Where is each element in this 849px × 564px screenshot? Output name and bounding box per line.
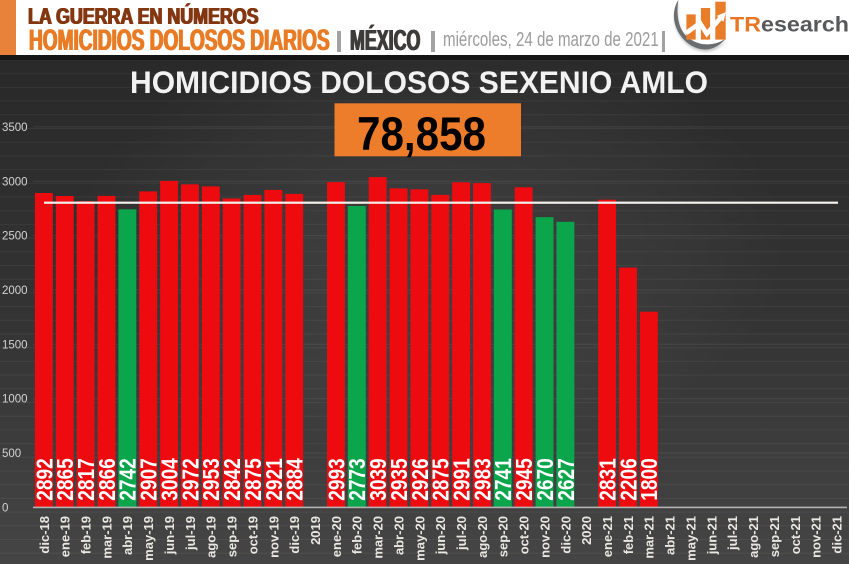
svg-text:mar-21: mar-21	[642, 516, 657, 559]
svg-text:jul-19: jul-19	[183, 516, 198, 551]
svg-text:2817: 2817	[73, 458, 99, 501]
svg-text:2742: 2742	[115, 458, 141, 501]
svg-text:may-19: may-19	[141, 516, 156, 561]
svg-text:mar-19: mar-19	[99, 516, 114, 559]
svg-text:jun-19: jun-19	[162, 516, 177, 555]
svg-text:2945: 2945	[511, 458, 537, 501]
svg-text:ene-20: ene-20	[329, 516, 344, 557]
svg-text:2500: 2500	[2, 231, 28, 243]
svg-text:2993: 2993	[323, 458, 349, 501]
svg-text:abr-19: abr-19	[120, 516, 135, 555]
svg-text:ene-19: ene-19	[58, 516, 73, 557]
svg-text:2875: 2875	[240, 458, 266, 501]
svg-text:sep-20: sep-20	[496, 516, 511, 557]
svg-text:feb-19: feb-19	[79, 516, 94, 554]
svg-text:TResearch: TResearch	[730, 12, 849, 37]
svg-text:3500: 3500	[2, 122, 28, 134]
svg-text:oct-20: oct-20	[517, 516, 532, 554]
svg-text:78,858: 78,858	[357, 107, 486, 160]
svg-text:HOMICIDIOS DOLOSOS SEXENIO AML: HOMICIDIOS DOLOSOS SEXENIO AMLO	[130, 64, 708, 100]
svg-text:2935: 2935	[386, 458, 412, 501]
svg-text:2206: 2206	[615, 458, 641, 501]
svg-text:may-20: may-20	[412, 516, 427, 561]
svg-text:2991: 2991	[449, 458, 475, 501]
svg-text:2831: 2831	[595, 458, 621, 501]
svg-text:2842: 2842	[219, 458, 245, 501]
svg-text:2926: 2926	[407, 458, 433, 501]
svg-text:dic-20: dic-20	[558, 516, 573, 554]
svg-text:2953: 2953	[198, 458, 224, 501]
svg-text:ago-20: ago-20	[475, 516, 490, 558]
svg-text:1000: 1000	[2, 394, 28, 406]
svg-text:abr-21: abr-21	[663, 516, 678, 555]
svg-text:ago-21: ago-21	[746, 516, 761, 558]
svg-text:1800: 1800	[636, 458, 662, 501]
svg-text:2865: 2865	[52, 458, 78, 501]
svg-text:nov-19: nov-19	[266, 516, 281, 558]
svg-text:2972: 2972	[177, 458, 203, 501]
svg-text:mar-20: mar-20	[371, 516, 386, 559]
svg-text:may-21: may-21	[683, 516, 698, 561]
svg-text:2773: 2773	[344, 458, 370, 501]
svg-text:3000: 3000	[2, 176, 28, 188]
svg-text:feb-20: feb-20	[350, 516, 365, 554]
svg-text:abr-20: abr-20	[391, 516, 406, 555]
svg-text:jul-21: jul-21	[725, 516, 740, 551]
svg-text:jun-20: jun-20	[433, 516, 448, 555]
svg-text:500: 500	[2, 448, 21, 460]
svg-text:2627: 2627	[553, 458, 579, 501]
svg-text:2921: 2921	[261, 458, 287, 501]
svg-text:2741: 2741	[490, 458, 516, 501]
svg-text:2892: 2892	[31, 458, 57, 501]
svg-text:2983: 2983	[469, 458, 495, 501]
svg-text:feb-21: feb-21	[621, 516, 636, 554]
svg-text:nov-20: nov-20	[537, 516, 552, 558]
svg-text:2875: 2875	[428, 458, 454, 501]
svg-text:ago-19: ago-19	[204, 516, 219, 558]
svg-text:1500: 1500	[2, 339, 28, 351]
svg-text:2000: 2000	[2, 285, 28, 297]
svg-text:ene-21: ene-21	[600, 516, 615, 557]
svg-text:0: 0	[2, 502, 8, 514]
svg-text:2670: 2670	[532, 458, 558, 501]
svg-text:sep-19: sep-19	[225, 516, 240, 557]
svg-text:2884: 2884	[282, 458, 308, 501]
svg-text:3004: 3004	[156, 458, 182, 501]
svg-text:3039: 3039	[365, 458, 391, 501]
svg-text:sep-21: sep-21	[767, 516, 782, 557]
svg-text:jun-21: jun-21	[704, 516, 719, 555]
svg-text:dic-21: dic-21	[829, 516, 844, 554]
svg-text:jul-20: jul-20	[454, 516, 469, 551]
svg-text:oct-19: oct-19	[245, 516, 260, 554]
svg-text:2019: 2019	[308, 516, 323, 545]
svg-text:2866: 2866	[94, 458, 120, 501]
svg-text:2907: 2907	[136, 458, 162, 501]
svg-text:dic-18: dic-18	[37, 516, 52, 554]
svg-text:2020: 2020	[579, 516, 594, 545]
svg-text:oct-21: oct-21	[788, 516, 803, 554]
svg-text:dic-19: dic-19	[287, 516, 302, 554]
svg-text:nov-21: nov-21	[809, 516, 824, 558]
